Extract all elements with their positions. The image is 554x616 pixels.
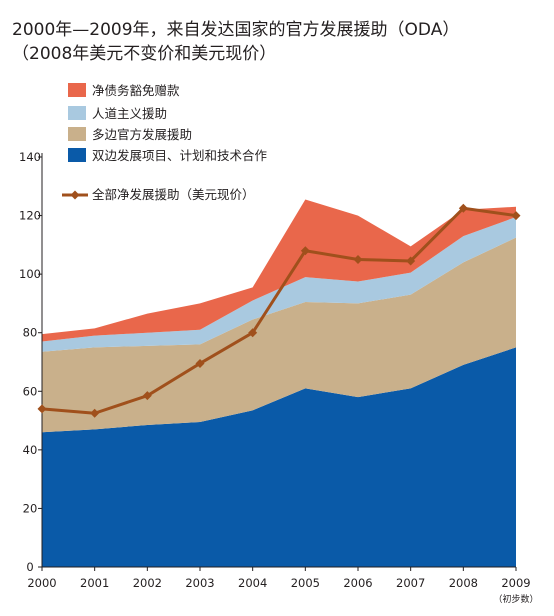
legend-label: 全部净发展援助（美元现价） <box>92 187 255 202</box>
area-series-3 <box>42 199 516 342</box>
x-tick-label: 2007 <box>396 576 425 590</box>
legend-label: 人道主义援助 <box>92 106 167 121</box>
legend-swatch <box>68 83 86 97</box>
total-oda-marker <box>458 203 468 213</box>
x-tick-label: 2009 <box>501 576 530 590</box>
preliminary-note: （初步数） <box>493 593 538 605</box>
area-series-0 <box>42 347 516 567</box>
x-tick-label: 2004 <box>238 576 267 590</box>
y-tick-label: 60 <box>23 384 38 398</box>
legend-line-marker <box>70 190 80 200</box>
legend-swatch <box>68 106 86 120</box>
chart-title: 2000年—2009年，来自发达国家的官方发展援助（ODA） （2008年美元不… <box>12 18 459 66</box>
legend-label: 多边官方发展援助 <box>92 127 192 142</box>
total-oda-marker <box>90 408 100 418</box>
total-oda-marker <box>248 328 258 338</box>
chart-title-line-2: （2008年美元不变价和美元现价） <box>12 44 277 64</box>
x-tick-label: 2002 <box>133 576 162 590</box>
y-tick-label: 40 <box>23 443 38 457</box>
x-tick-label: 2000 <box>27 576 56 590</box>
legend-label: 净债务豁免赠款 <box>92 83 180 98</box>
legend-swatch <box>68 127 86 141</box>
total-oda-marker <box>142 391 152 401</box>
y-tick-label: 100 <box>19 267 41 281</box>
y-tick-label: 20 <box>23 501 38 515</box>
y-tick-label: 80 <box>23 326 38 340</box>
legend-swatch <box>68 148 86 162</box>
x-tick-label: 2005 <box>291 576 320 590</box>
area-series-1 <box>42 237 516 433</box>
area-series-2 <box>42 217 516 352</box>
total-oda-line <box>41 206 517 415</box>
x-tick-label: 2006 <box>343 576 372 590</box>
chart-title-line-1: 2000年—2009年，来自发达国家的官方发展援助（ODA） <box>12 20 460 40</box>
total-oda-marker <box>195 358 205 368</box>
total-oda-marker <box>353 255 363 264</box>
legend-label: 双边发展项目、计划和技术合作 <box>92 148 268 163</box>
x-tick-label: 2001 <box>80 576 109 590</box>
total-oda-marker <box>37 404 47 414</box>
x-tick-label: 2003 <box>185 576 214 590</box>
y-tick-label: 140 <box>19 150 41 164</box>
y-tick-label: 120 <box>19 209 41 223</box>
total-oda-marker <box>511 211 521 221</box>
y-tick-label: 0 <box>26 560 33 574</box>
total-oda-marker <box>300 246 310 256</box>
x-tick-label: 2008 <box>449 576 478 590</box>
total-oda-marker <box>406 256 416 266</box>
